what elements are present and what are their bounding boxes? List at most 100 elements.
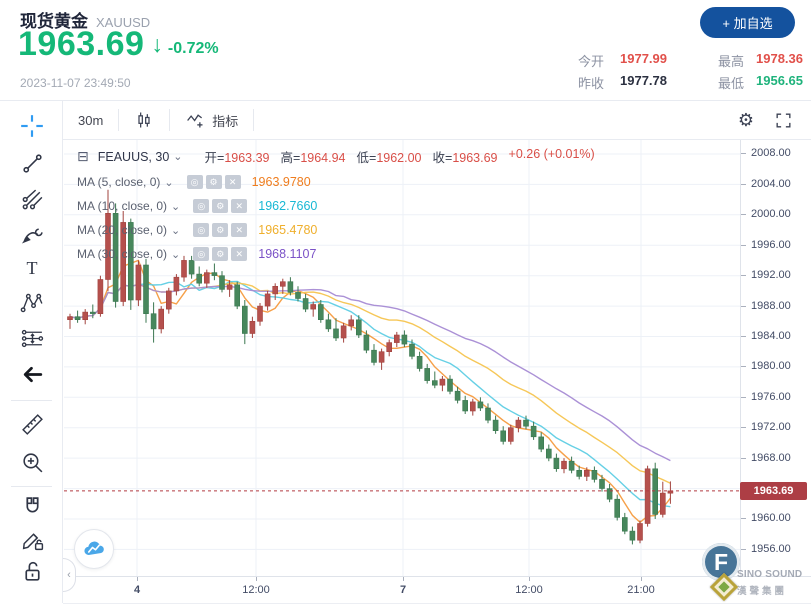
visibility-icon[interactable]: ◎ (193, 199, 210, 213)
legend-collapse-icon[interactable]: ⊟ (77, 148, 89, 164)
undo-back-tool[interactable] (18, 360, 46, 388)
remove-icon[interactable]: ✕ (231, 223, 248, 237)
toolbar-right-icons: ⚙ (738, 101, 793, 139)
sidebar-divider (11, 400, 52, 401)
crosshair-tool[interactable] (18, 112, 46, 140)
text-icon: T (27, 258, 38, 278)
chevron-down-icon[interactable]: ⌄ (171, 248, 181, 261)
price-axis-label: 1988.00 (751, 299, 791, 312)
ma20-name[interactable]: MA (20, close, 0) (77, 223, 168, 237)
prev-close-value: 1977.78 (620, 73, 667, 88)
fullscreen-button[interactable] (774, 111, 793, 130)
settings-gear-button[interactable]: ⚙ (738, 110, 754, 131)
price-axis[interactable]: 2008.00 2004.00 2000.00 1996.00 1992.00 1988.… (740, 140, 811, 576)
ma20-legend-row: MA (20, close, 0) ⌄ ◎ ⚙ ✕ 1965.4780 (77, 223, 317, 237)
ma5-name[interactable]: MA (5, close, 0) (77, 175, 161, 189)
ma-row-actions: ◎ ⚙ ✕ (193, 223, 248, 237)
last-price-tag: 1963.69 (740, 481, 807, 500)
settings-icon[interactable]: ⚙ (212, 199, 229, 213)
drawing-tools-sidebar: T (0, 101, 63, 603)
measure-tool[interactable] (18, 410, 46, 438)
remove-icon[interactable]: ✕ (224, 175, 241, 189)
chart-brand-button[interactable] (74, 529, 114, 569)
toolbar-divider (169, 109, 171, 131)
candlestick-chart[interactable] (64, 140, 740, 576)
price-axis-label: 1996.00 (751, 238, 791, 251)
price-axis-tick (741, 275, 746, 277)
time-axis-label: 12:00 (242, 584, 270, 596)
visibility-icon[interactable]: ◎ (193, 223, 210, 237)
projection-tool[interactable] (18, 324, 46, 352)
chevron-down-icon[interactable]: ⌄ (171, 200, 181, 213)
draw-lock-tool[interactable] (18, 525, 46, 553)
settings-icon[interactable]: ⚙ (212, 247, 229, 261)
visibility-icon[interactable]: ◎ (186, 175, 203, 189)
time-axis-tick (403, 577, 404, 581)
time-axis-tick (137, 577, 138, 581)
settings-icon[interactable]: ⚙ (205, 175, 222, 189)
trend-line-tool[interactable] (18, 149, 46, 177)
high-label: 高= (280, 151, 301, 165)
time-axis[interactable]: 4 12:00 7 12:00 21:00 (63, 576, 811, 604)
interval-selector[interactable]: 30m (63, 101, 118, 139)
ma20-value: 1965.4780 (258, 223, 318, 237)
low-value: 1962.00 (376, 151, 422, 165)
settings-icon[interactable]: ⚙ (212, 223, 229, 237)
add-watchlist-button[interactable]: + 加自选 (700, 7, 795, 38)
candlestick-icon (138, 112, 150, 128)
remove-icon[interactable]: ✕ (231, 247, 248, 261)
price-axis-label: 1956.00 (751, 542, 791, 555)
chevron-down-icon[interactable]: ⌄ (171, 224, 181, 237)
brush-tool[interactable] (18, 221, 46, 249)
series-legend-row: ⊟ FEAUUS, 30 ⌄ 开=1963.39 高=1964.94 低=196… (77, 147, 595, 166)
pitchfork-icon (22, 189, 42, 209)
day-high-value: 1978.36 (756, 51, 803, 66)
bar-change: +0.26 (+0.01%) (508, 147, 595, 161)
close-value: 1963.69 (452, 151, 498, 165)
lock-all-tool[interactable] (18, 557, 46, 585)
series-name[interactable]: FEAUUS, 30 (97, 149, 170, 164)
price-axis-label: 2008.00 (751, 147, 791, 160)
day-low-value: 1956.65 (756, 73, 803, 88)
chart-toolbar: 30m 指标 ⚙ (63, 101, 811, 140)
price-axis-tick (741, 518, 746, 520)
svg-text:T: T (27, 258, 38, 278)
visibility-icon[interactable]: ◎ (193, 247, 210, 261)
chart-style-button[interactable] (119, 101, 169, 139)
text-tool[interactable]: T (18, 254, 46, 282)
ma-row-actions: ◎ ⚙ ✕ (193, 199, 248, 213)
price-axis-label: 1992.00 (751, 269, 791, 282)
indicators-button[interactable]: 指标 (170, 101, 253, 139)
trend-line-icon (22, 153, 42, 173)
change-percent: -0.72% (167, 39, 219, 57)
low-label: 低= (356, 151, 377, 165)
open-value: 1963.39 (224, 151, 270, 165)
xabcd-pattern-tool[interactable] (18, 288, 46, 316)
price-row: 1963.69 ↓ -0.72% (18, 25, 219, 64)
brush-icon (21, 227, 43, 244)
pitchfork-tool[interactable] (18, 185, 46, 213)
remove-icon[interactable]: ✕ (231, 199, 248, 213)
chevron-down-icon[interactable]: ⌄ (164, 176, 174, 189)
toolbar-divider (253, 109, 255, 131)
time-axis-label: 21:00 (627, 584, 655, 596)
magnet-icon (25, 496, 39, 512)
today-open-value: 1977.99 (620, 51, 667, 66)
pencil-lock-icon (22, 532, 43, 550)
ma30-name[interactable]: MA (30, close, 0) (77, 247, 168, 261)
ma-row-actions: ◎ ⚙ ✕ (193, 247, 248, 261)
price-axis-tick (741, 366, 746, 368)
quote-header: 现货黄金 XAUUSD 1963.69 ↓ -0.72% 2023-11-07 … (0, 0, 811, 101)
zoom-in-tool[interactable] (18, 448, 46, 476)
price-axis-label: 1972.00 (751, 421, 791, 434)
ma10-name[interactable]: MA (10, close, 0) (77, 199, 168, 213)
ruler-icon (21, 413, 43, 435)
magnet-tool[interactable] (18, 493, 46, 521)
chevron-down-icon[interactable]: ⌄ (173, 151, 183, 163)
time-axis-tick (256, 577, 257, 581)
xabcd-pattern-icon (20, 293, 42, 312)
back-arrow-icon (23, 366, 42, 382)
day-high-label: 最高 (718, 54, 745, 69)
today-open-label: 今开 (578, 54, 605, 69)
time-axis-label: 7 (399, 584, 407, 596)
